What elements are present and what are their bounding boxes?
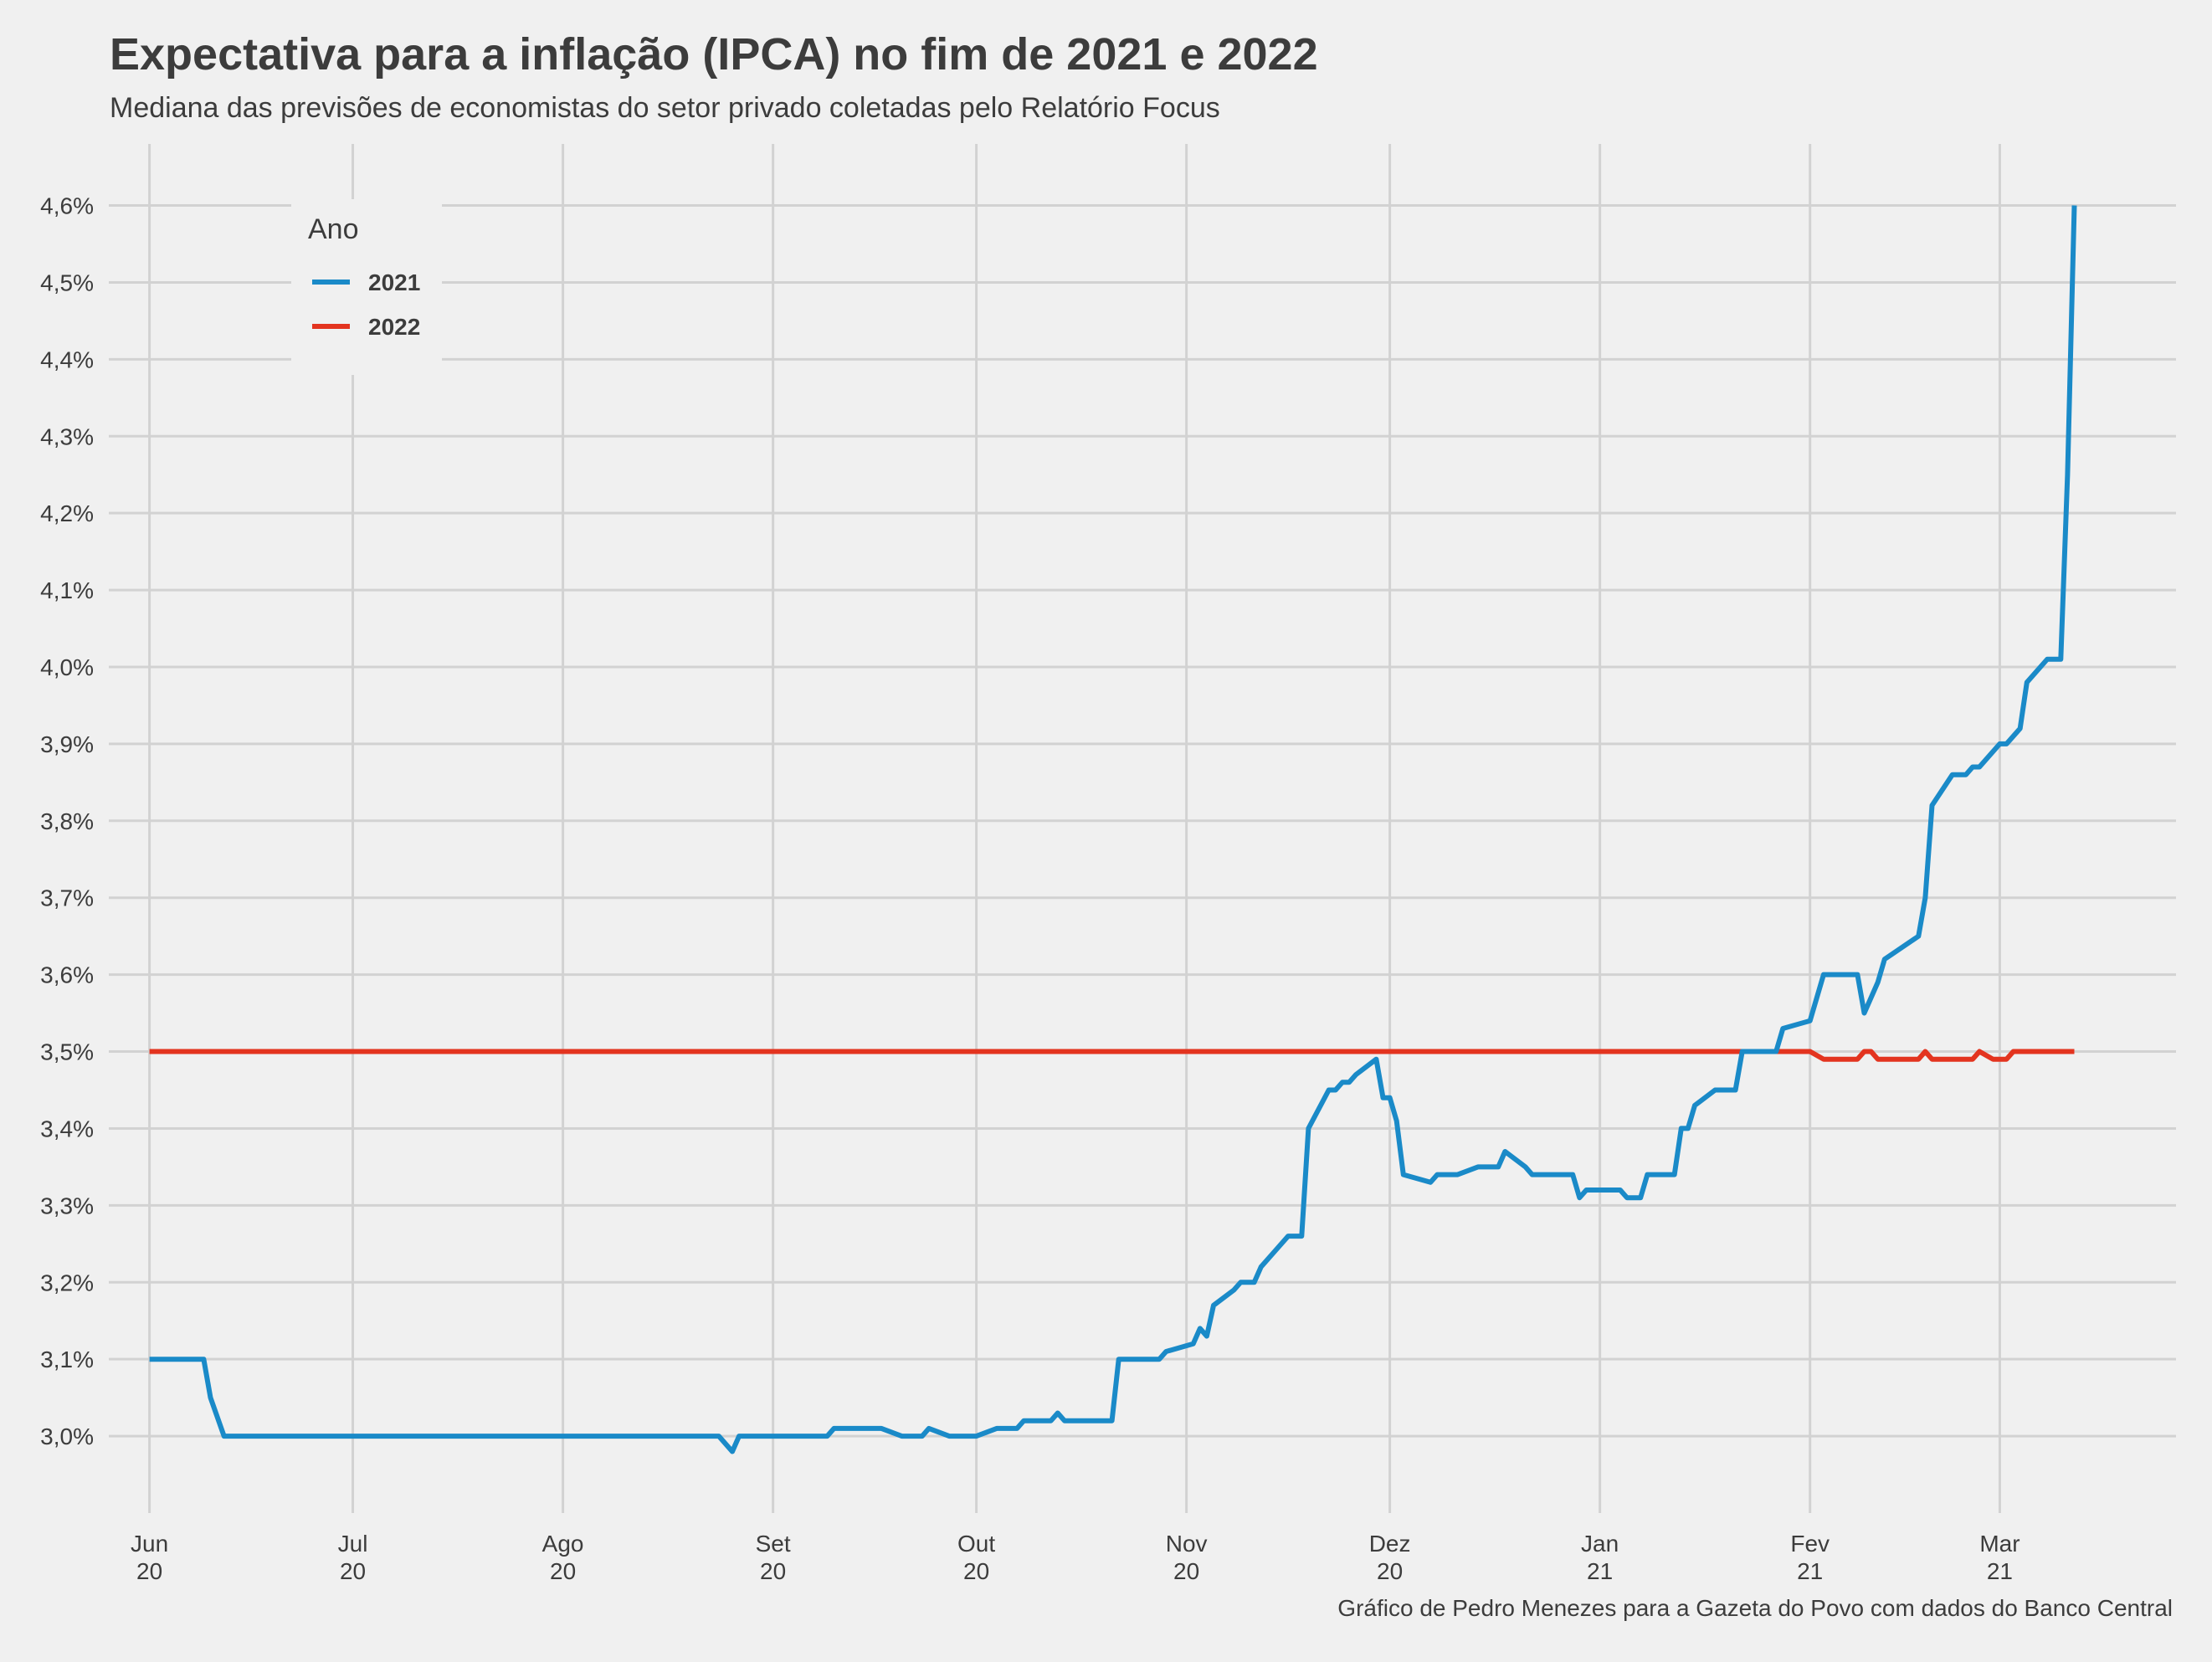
x-tick-label-year: 20 bbox=[550, 1558, 576, 1584]
series-line-2021 bbox=[149, 205, 2077, 1454]
x-tick-label-year: 20 bbox=[963, 1558, 989, 1584]
x-tick-label-month: Set bbox=[756, 1531, 791, 1557]
series-lines bbox=[149, 205, 2077, 1454]
legend: Ano 2021 2022 bbox=[291, 199, 442, 375]
x-tick-label-month: Jun bbox=[131, 1531, 168, 1557]
y-tick-label: 3,9% bbox=[40, 731, 94, 757]
x-tick-label-month: Jan bbox=[1581, 1531, 1619, 1557]
x-tick-label-year: 21 bbox=[1797, 1558, 1823, 1584]
x-tick-label-month: Ago bbox=[542, 1531, 584, 1557]
y-gridlines bbox=[109, 204, 2176, 1438]
x-tick-label-year: 20 bbox=[136, 1558, 162, 1584]
x-tick-label-year: 20 bbox=[340, 1558, 366, 1584]
series-line-2022 bbox=[149, 1049, 2075, 1062]
y-tick-label: 4,5% bbox=[40, 269, 94, 295]
y-tick-label: 3,0% bbox=[40, 1423, 94, 1449]
y-tick-label: 4,2% bbox=[40, 500, 94, 526]
x-tick-label-year: 20 bbox=[1377, 1558, 1403, 1584]
y-tick-label: 3,1% bbox=[40, 1347, 94, 1372]
y-tick-label: 3,3% bbox=[40, 1193, 94, 1218]
y-tick-label: 3,5% bbox=[40, 1039, 94, 1065]
y-tick-label: 3,8% bbox=[40, 808, 94, 834]
x-tick-label-month: Dez bbox=[1369, 1531, 1411, 1557]
x-tick-label-year: 20 bbox=[760, 1558, 786, 1584]
x-tick-label-month: Jul bbox=[338, 1531, 368, 1557]
y-tick-label: 4,1% bbox=[40, 577, 94, 603]
legend-title: Ano bbox=[308, 213, 359, 245]
y-tick-label: 4,3% bbox=[40, 423, 94, 449]
legend-label-2021: 2021 bbox=[368, 269, 420, 295]
x-tick-label-year: 21 bbox=[1587, 1558, 1613, 1584]
y-axis-tick-labels: 3,0% 3,1% 3,2% 3,3% 3,4% 3,5% 3,6% 3,7% 3,8% 3,9%… bbox=[40, 193, 94, 1450]
x-tick-label-month: Fev bbox=[1790, 1531, 1830, 1557]
x-tick-label-month: Out bbox=[957, 1531, 995, 1557]
x-tick-label-month: Nov bbox=[1166, 1531, 1208, 1557]
legend-background bbox=[291, 199, 442, 375]
y-tick-label: 4,4% bbox=[40, 346, 94, 372]
legend-label-2022: 2022 bbox=[368, 314, 420, 340]
chart-subtitle: Mediana das previsões de economistas do … bbox=[110, 92, 1220, 124]
x-tick-label-year: 21 bbox=[1987, 1558, 2013, 1584]
y-tick-label: 3,2% bbox=[40, 1270, 94, 1295]
y-tick-label: 3,7% bbox=[40, 885, 94, 911]
x-tick-label-year: 20 bbox=[1173, 1558, 1199, 1584]
y-tick-label: 4,6% bbox=[40, 193, 94, 219]
x-tick-label-month: Mar bbox=[1979, 1531, 2020, 1557]
y-tick-label: 4,0% bbox=[40, 654, 94, 680]
x-axis-tick-labels: Jun20Jul20Ago20Set20Out20Nov20Dez20Jan21… bbox=[131, 1531, 2020, 1584]
y-tick-label: 3,4% bbox=[40, 1116, 94, 1141]
chart-title: Expectativa para a inflação (IPCA) no fi… bbox=[110, 29, 1318, 80]
x-gridlines bbox=[148, 144, 2001, 1513]
chart-caption: Gráfico de Pedro Menezes para a Gazeta d… bbox=[1337, 1595, 2173, 1621]
y-tick-label: 3,6% bbox=[40, 962, 94, 988]
